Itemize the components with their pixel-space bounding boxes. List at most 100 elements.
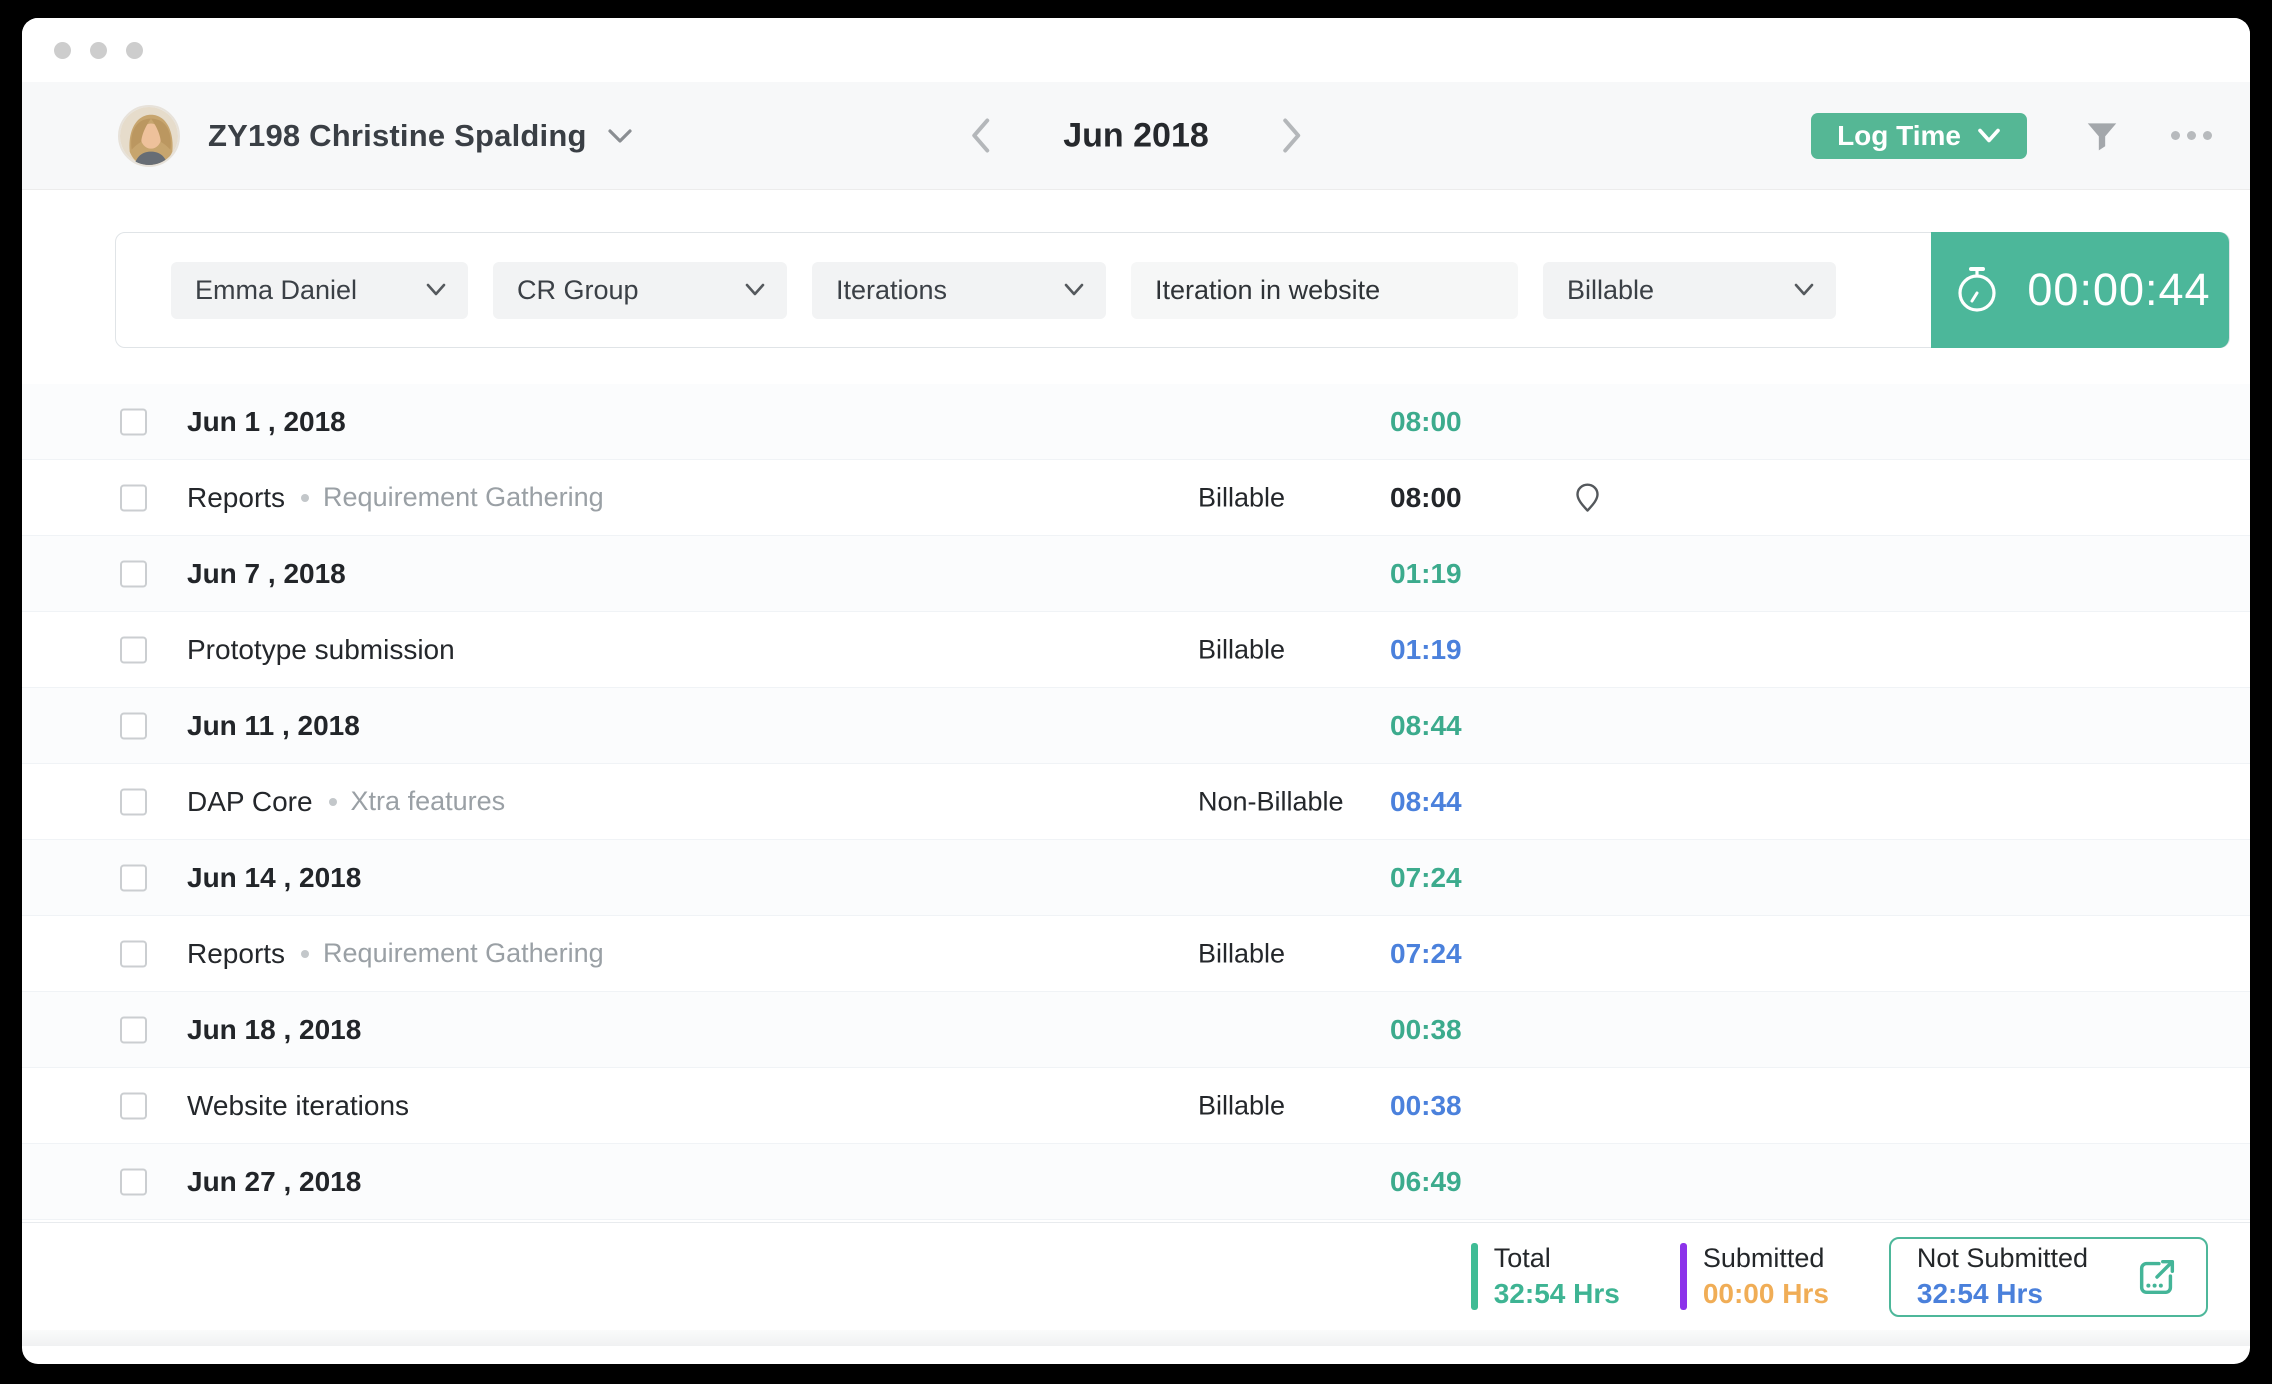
chevron-down-icon xyxy=(745,283,765,296)
separator-dot-icon xyxy=(328,797,337,806)
row-checkbox[interactable] xyxy=(120,1092,147,1119)
day-total-time: 00:38 xyxy=(1390,1013,1462,1045)
total-value: 32:54 Hrs xyxy=(1493,1278,1620,1309)
window-dot-icon[interactable] xyxy=(126,41,143,59)
project-select[interactable]: CR Group xyxy=(493,261,787,319)
scroll-shadow xyxy=(22,1330,2250,1346)
log-time-label: Log Time xyxy=(1837,119,1961,151)
app-window: ZY198 Christine Spalding Jun 2018 Log Ti… xyxy=(22,18,2250,1364)
not-submitted-label: Not Submitted xyxy=(1916,1243,2088,1273)
row-checkbox[interactable] xyxy=(120,408,147,435)
submitted-stat: Submitted 00:00 Hrs xyxy=(1679,1243,1829,1310)
assignee-select[interactable]: Emma Daniel xyxy=(171,261,468,319)
submit-export-icon xyxy=(2139,1259,2175,1294)
entry-title: Reports Requirement Gathering xyxy=(187,938,604,970)
billing-type-select[interactable]: Billable xyxy=(1543,261,1836,319)
time-entry-row[interactable]: Website iterations Billable 00:38 xyxy=(22,1068,2250,1144)
task-select[interactable]: Iterations xyxy=(812,261,1106,319)
row-checkbox[interactable] xyxy=(120,864,147,891)
entry-name: DAP Core xyxy=(187,785,313,817)
period-label: Jun 2018 xyxy=(1063,116,1209,154)
next-month-button[interactable] xyxy=(1281,118,1303,154)
date-label: Jun 14 , 2018 xyxy=(187,862,361,894)
date-navigation: Jun 2018 xyxy=(969,116,1303,155)
date-label: Jun 1 , 2018 xyxy=(187,406,346,438)
timesheet-list: Jun 1 , 2018 08:00 Reports Requirement Gath… xyxy=(22,384,2250,1220)
billing-type: Non-Billable xyxy=(1198,786,1344,816)
date-text: Jun 14 , 2018 xyxy=(187,861,362,893)
date-group-row: Jun 11 , 2018 08:44 xyxy=(22,688,2250,764)
time-entry-row[interactable]: DAP Core Xtra features Non-Billable 08:44 xyxy=(22,764,2250,840)
entry-title: Prototype submission xyxy=(187,634,455,666)
total-bar xyxy=(1470,1243,1478,1310)
date-label: Jun 27 , 2018 xyxy=(187,1166,361,1198)
entry-name: Prototype submission xyxy=(187,633,455,665)
row-checkbox[interactable] xyxy=(120,636,147,663)
user-selector[interactable]: ZY198 Christine Spalding xyxy=(118,104,633,167)
date-text: Jun 1 , 2018 xyxy=(187,405,346,437)
row-checkbox[interactable] xyxy=(120,560,147,587)
prev-month-button[interactable] xyxy=(969,118,991,154)
avatar xyxy=(118,104,180,167)
date-group-row: Jun 7 , 2018 01:19 xyxy=(22,536,2250,612)
window-dot-icon[interactable] xyxy=(90,41,107,59)
summary-footer: Total 32:54 Hrs Submitted 00:00 Hrs Not … xyxy=(22,1222,2250,1330)
date-label: Jun 18 , 2018 xyxy=(187,1014,361,1046)
row-checkbox[interactable] xyxy=(120,788,147,815)
description-input[interactable] xyxy=(1131,261,1518,319)
chevron-down-icon xyxy=(1978,128,2000,142)
time-entry-row[interactable]: Reports Requirement Gathering Billable 08:0… xyxy=(22,460,2250,536)
entry-subtitle: Xtra features xyxy=(350,786,506,816)
not-submitted-value: 32:54 Hrs xyxy=(1916,1278,2043,1309)
row-checkbox[interactable] xyxy=(120,484,147,511)
time-entry-row[interactable]: Prototype submission Billable 01:19 xyxy=(22,612,2250,688)
log-time-button[interactable]: Log Time xyxy=(1811,112,2027,159)
separator-dot-icon xyxy=(301,949,310,958)
date-group-row: Jun 27 , 2018 06:49 xyxy=(22,1144,2250,1220)
row-checkbox[interactable] xyxy=(120,712,147,739)
time-entry-row[interactable]: Reports Requirement Gathering Billable 07:2… xyxy=(22,916,2250,992)
project-value: CR Group xyxy=(517,274,639,305)
total-stat: Total 32:54 Hrs xyxy=(1470,1243,1620,1310)
more-options-icon[interactable] xyxy=(2171,131,2212,140)
chevron-down-icon xyxy=(1794,283,1814,296)
entry-name: Reports xyxy=(187,481,286,513)
date-group-row: Jun 18 , 2018 00:38 xyxy=(22,992,2250,1068)
day-total-time: 01:19 xyxy=(1390,557,1462,589)
running-timer[interactable]: 00:00:44 xyxy=(1931,232,2229,348)
row-checkbox[interactable] xyxy=(120,1168,147,1195)
header-actions: Log Time xyxy=(1811,112,2212,159)
separator-dot-icon xyxy=(301,493,310,502)
date-label: Jun 11 , 2018 xyxy=(187,710,360,742)
entry-name: Reports xyxy=(187,937,286,969)
task-value: Iterations xyxy=(836,274,948,305)
submitted-bar xyxy=(1679,1243,1687,1310)
filter-icon[interactable] xyxy=(2083,117,2121,155)
entry-time: 08:44 xyxy=(1390,785,1462,817)
timer-value: 00:00:44 xyxy=(2027,264,2211,315)
date-label: Jun 7 , 2018 xyxy=(187,558,346,590)
window-dot-icon[interactable] xyxy=(54,41,71,59)
assignee-value: Emma Daniel xyxy=(195,274,358,305)
date-text: Jun 27 , 2018 xyxy=(187,1165,362,1197)
entry-subtitle: Requirement Gathering xyxy=(323,938,604,968)
entry-title: Website iterations xyxy=(187,1090,409,1122)
billing-type: Billable xyxy=(1198,1090,1286,1120)
location-pin-icon[interactable] xyxy=(1574,482,1601,513)
day-total-time: 08:44 xyxy=(1390,709,1462,741)
row-checkbox[interactable] xyxy=(120,1016,147,1043)
entry-subtitle: Requirement Gathering xyxy=(323,482,604,512)
entry-time: 00:38 xyxy=(1390,1089,1462,1121)
entry-time: 07:24 xyxy=(1390,937,1462,969)
row-checkbox[interactable] xyxy=(120,940,147,967)
window-titlebar xyxy=(22,18,2250,82)
user-name: ZY198 Christine Spalding xyxy=(208,117,587,153)
entry-time: 08:00 xyxy=(1390,481,1462,513)
date-group-row: Jun 14 , 2018 07:24 xyxy=(22,840,2250,916)
chevron-down-icon xyxy=(607,127,633,145)
stopwatch-icon xyxy=(1958,267,1997,312)
billing-type-value: Billable xyxy=(1567,274,1655,305)
chevron-down-icon xyxy=(1064,283,1084,296)
not-submitted-card[interactable]: Not Submitted 32:54 Hrs xyxy=(1888,1236,2208,1317)
entry-time: 01:19 xyxy=(1390,633,1462,665)
